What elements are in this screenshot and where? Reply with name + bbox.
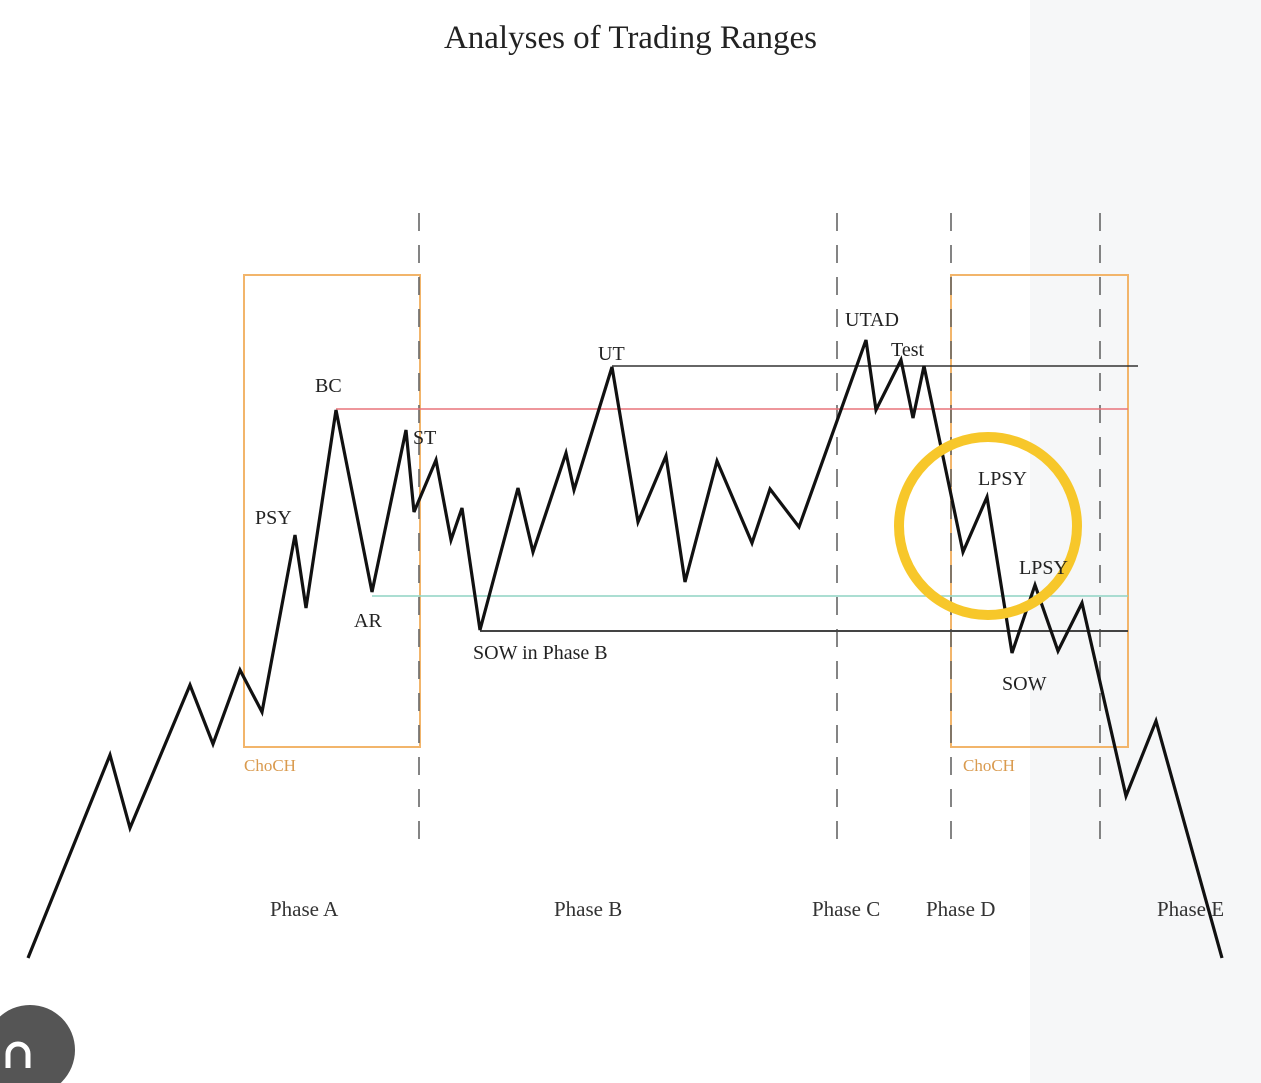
phase-d-label: Phase D <box>926 897 996 921</box>
phase-c-label: Phase C <box>812 897 881 921</box>
label-utad: UTAD <box>845 309 899 331</box>
label-lpsy-1: LPSY <box>978 468 1027 490</box>
choch-box-a <box>243 274 421 748</box>
label-sow-phase-b: SOW in Phase B <box>473 642 608 664</box>
label-st: ST <box>413 427 437 449</box>
phase-b-label: Phase B <box>554 897 623 921</box>
label-psy: PSY <box>255 507 292 529</box>
choch-label-a: ChoCH <box>244 756 296 775</box>
diagram-title: Analyses of Trading Ranges <box>443 20 818 56</box>
price-path <box>26 339 1224 959</box>
overlay-icon[interactable] <box>0 1005 75 1083</box>
phase-a-label: Phase A <box>270 897 339 921</box>
overlay-glyph-icon <box>5 1041 31 1068</box>
choch-label-d: ChoCH <box>963 756 1015 775</box>
label-sow: SOW <box>1002 673 1047 695</box>
label-test: Test <box>891 339 925 361</box>
label-bc: BC <box>315 375 342 397</box>
background-shade <box>1030 0 1261 1083</box>
label-ut: UT <box>598 343 625 365</box>
phase-e-label: Phase E <box>1157 897 1225 921</box>
label-ar: AR <box>354 610 382 632</box>
phase-dividers <box>418 213 1101 845</box>
highlight-circle <box>894 432 1082 620</box>
label-lpsy-2: LPSY <box>1019 557 1068 579</box>
